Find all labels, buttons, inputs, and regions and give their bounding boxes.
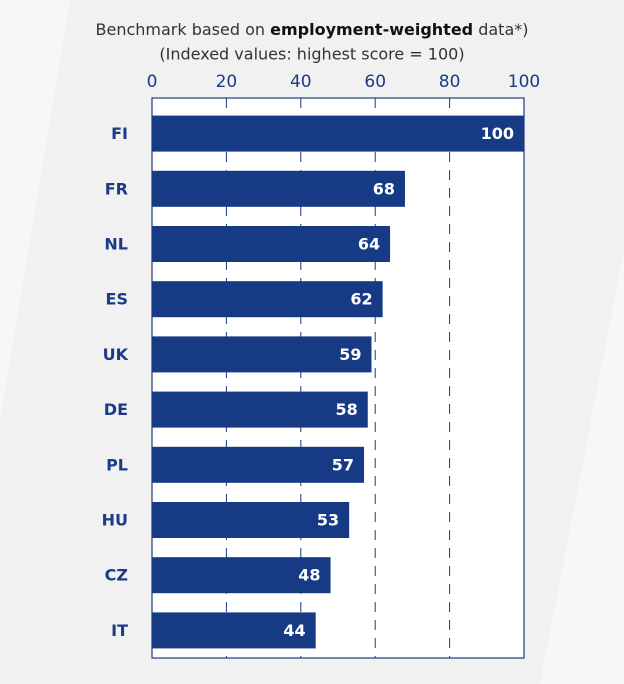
data-label: 48 [298, 566, 320, 585]
y-tick-label: ES [106, 290, 128, 309]
bar [152, 281, 383, 318]
bar [152, 502, 350, 538]
data-label: 64 [358, 235, 380, 254]
data-label: 62 [350, 290, 372, 309]
data-label: 44 [283, 621, 305, 640]
y-tick-label: CZ [105, 566, 128, 585]
chart-title: Benchmark based on employment-weighted d… [96, 20, 529, 39]
y-tick-label: FI [111, 124, 128, 143]
bar [152, 115, 524, 152]
y-tick-label: HU [102, 511, 128, 530]
y-tick-label: NL [104, 235, 128, 254]
title-part: data*) [473, 20, 528, 39]
title-part: Benchmark based on [96, 20, 271, 39]
y-tick-label: FR [105, 179, 128, 198]
data-label: 57 [332, 455, 354, 474]
y-tick-label: UK [103, 345, 129, 364]
bar [152, 226, 391, 262]
background-shape [540, 250, 624, 684]
data-label: 53 [317, 511, 339, 530]
data-label: 58 [335, 400, 357, 419]
bar [152, 170, 405, 207]
chart-subtitle: (Indexed values: highest score = 100) [159, 45, 464, 64]
title-part-bold: employment-weighted [270, 20, 473, 39]
y-tick-label: PL [106, 455, 128, 474]
plot-frame [151, 97, 525, 659]
x-tick-label: 0 [147, 72, 158, 92]
data-label: 59 [339, 345, 361, 364]
x-tick-label: 60 [364, 72, 386, 92]
bar [152, 612, 316, 649]
bar [152, 391, 368, 428]
x-tick-label: 100 [508, 72, 540, 92]
y-tick-label: DE [104, 400, 128, 419]
bar [152, 336, 372, 373]
x-tick-label: 40 [290, 72, 312, 92]
background-shape [0, 0, 70, 420]
data-label: 68 [373, 179, 395, 198]
bar [152, 446, 365, 483]
data-label: 100 [481, 124, 514, 143]
x-tick-label: 20 [216, 72, 238, 92]
y-tick-label: IT [111, 621, 128, 640]
bar [152, 557, 331, 594]
x-tick-label: 80 [439, 72, 461, 92]
